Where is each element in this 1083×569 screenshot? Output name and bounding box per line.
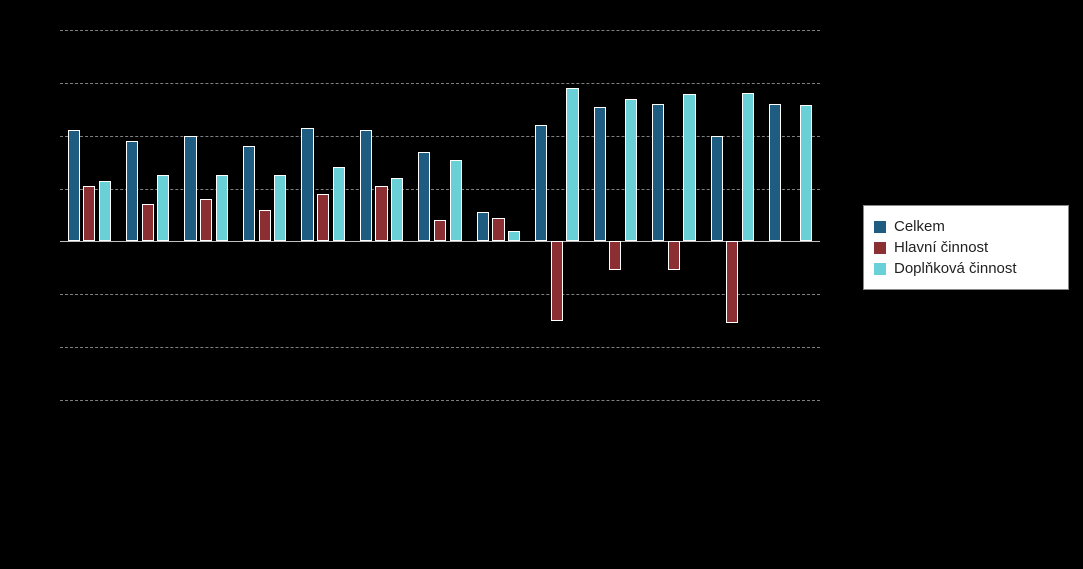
bar [625, 99, 637, 242]
legend-item-celkem: Celkem [874, 218, 1058, 235]
bar [726, 241, 738, 323]
bar [184, 136, 196, 242]
bar [83, 186, 95, 242]
bar [800, 105, 812, 241]
legend-label-doplnkova: Doplňková činnost [894, 260, 1017, 277]
bar [742, 93, 754, 241]
bar [508, 231, 520, 242]
bar [652, 104, 664, 241]
bar [360, 130, 372, 241]
bar [333, 167, 345, 241]
bar [126, 141, 138, 241]
bar [434, 220, 446, 241]
bar [142, 204, 154, 241]
bar [99, 181, 111, 242]
legend-item-doplnkova: Doplňková činnost [874, 260, 1058, 277]
bar [301, 128, 313, 242]
bar [216, 175, 228, 241]
bar [566, 88, 578, 241]
bar [668, 241, 680, 270]
legend-item-hlavni: Hlavní činnost [874, 239, 1058, 256]
bar [68, 130, 80, 241]
legend-label-celkem: Celkem [894, 218, 945, 235]
bar [492, 218, 504, 242]
bar [243, 146, 255, 241]
bar [418, 152, 430, 242]
bar [317, 194, 329, 242]
bar [477, 212, 489, 241]
positive-bars-layer [60, 30, 820, 241]
bar [391, 178, 403, 241]
bar [157, 175, 169, 241]
legend-swatch-doplnkova [874, 263, 886, 275]
plot-area [60, 30, 820, 400]
bar [535, 125, 547, 241]
bar [711, 136, 723, 242]
bar [375, 186, 387, 242]
bar [450, 160, 462, 242]
bar [274, 175, 286, 241]
bar [551, 241, 563, 320]
bar [683, 94, 695, 241]
bar [594, 107, 606, 242]
legend: Celkem Hlavní činnost Doplňková činnost [863, 205, 1069, 290]
chart-container: Celkem Hlavní činnost Doplňková činnost [0, 0, 1083, 569]
legend-label-hlavni: Hlavní činnost [894, 239, 988, 256]
legend-swatch-celkem [874, 221, 886, 233]
bar [609, 241, 621, 270]
bar [200, 199, 212, 241]
legend-swatch-hlavni [874, 242, 886, 254]
gridline [60, 400, 820, 401]
bar [769, 104, 781, 241]
bar [259, 210, 271, 242]
negative-bars-layer [60, 241, 820, 400]
